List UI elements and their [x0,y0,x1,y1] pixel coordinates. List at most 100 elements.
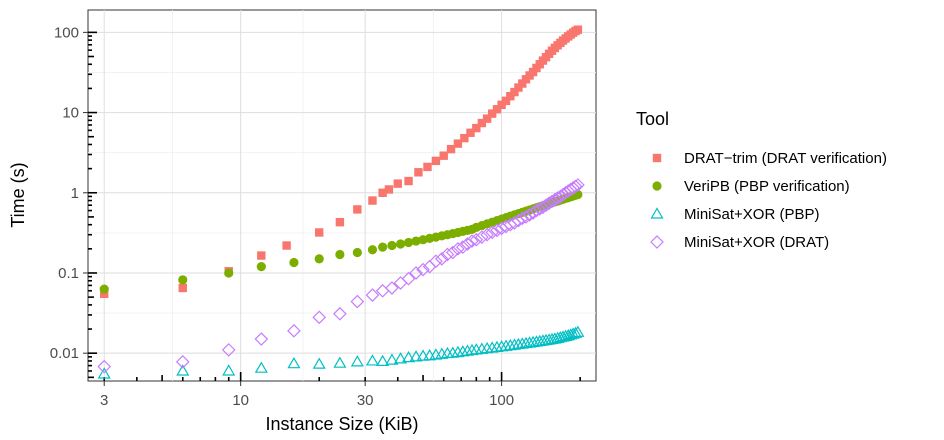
point-diamond [385,281,399,295]
point-square [404,176,413,186]
point-triangle [97,367,111,379]
point-triangle [402,350,416,363]
point-square [368,196,377,205]
point-triangle [312,357,326,369]
legend-key-diamond [650,235,664,249]
point-square [460,133,469,143]
point-circle [314,254,324,264]
legend-key-square [652,153,662,163]
point-triangle [465,343,479,356]
point-triangle [333,356,347,368]
point-diamond [451,241,465,256]
point-square [282,241,291,250]
point-diamond [429,254,443,269]
point-diamond [532,202,547,216]
point-triangle [460,344,475,356]
legend-label: MiniSat+XOR (DRAT) [684,234,829,251]
y-axis-title: Time (s) [8,162,28,227]
point-square [423,162,432,172]
point-diamond [445,245,460,260]
point-square [353,205,362,214]
x-tick-label: 100 [489,392,514,409]
point-square [257,251,266,260]
point-diamond [401,271,416,286]
point-diamond [365,288,380,302]
point-diamond [416,262,430,277]
point-diamond [465,234,479,248]
y-tick-label: 0.01 [50,345,79,362]
point-circle [411,236,421,246]
point-triangle [176,364,190,376]
point-square [335,217,345,227]
x-tick-label: 10 [232,392,249,409]
point-triangle [222,364,236,376]
point-circle [178,275,188,285]
point-square [453,139,463,148]
point-square [573,25,583,34]
point-square [501,96,511,106]
x-axis: 3 10 30 100 [100,372,581,409]
point-square [446,144,456,154]
point-triangle [394,352,408,364]
point-diamond [526,206,540,220]
grid [88,10,596,381]
point-circle [378,242,388,252]
point-triangle [568,326,583,338]
point-diamond [350,294,365,309]
point-square [414,168,423,177]
point-diamond [254,332,269,346]
y-tick-label: 100 [54,24,79,41]
x-tick-label: 30 [357,392,374,409]
point-diamond [485,225,500,240]
point-square [384,185,394,194]
point-square [315,228,324,237]
y-axis: 0.01 0.1 1 10 100 [50,24,97,379]
point-diamond [545,194,559,209]
legend-key-triangle [650,207,664,219]
point-diamond [455,240,470,254]
point-diamond [542,196,556,211]
point-triangle [456,345,470,357]
point-circle [352,247,362,258]
point-square [466,128,475,137]
point-square [472,123,481,133]
legend-key-circle [652,181,662,191]
point-diamond [571,178,585,192]
point-triangle [446,346,460,358]
point-diamond [175,354,190,369]
point-triangle [551,331,565,343]
point-triangle [571,325,585,337]
data-points [97,25,585,379]
point-triangle [566,327,580,339]
point-diamond [475,230,489,244]
point-triangle [365,354,380,366]
x-tick-label: 3 [100,392,108,409]
legend-label: MiniSat+XOR (PBP) [684,206,819,223]
point-diamond [460,237,475,251]
y-tick-label: 0.1 [58,265,79,282]
point-diamond [97,359,112,374]
point-diamond [440,247,455,262]
point-triangle [287,356,301,369]
legend-label: DRAT−trim (DRAT verification) [684,150,887,167]
point-circle [99,284,109,294]
point-diamond [490,223,504,238]
point-diamond [469,232,484,247]
point-diamond [529,203,544,218]
point-circle [224,268,234,278]
point-diamond [539,198,553,213]
point-triangle [350,355,364,367]
point-triangle [548,332,562,344]
point-triangle [385,353,399,365]
point-triangle [416,349,430,361]
point-triangle [553,330,567,343]
point-diamond [550,191,565,205]
point-square [497,100,506,109]
legend: DRAT−trim (DRAT verification) VeriPB (PBP… [650,150,887,251]
point-diamond [515,211,530,226]
point-diamond [536,200,550,215]
point-circle [256,262,266,272]
point-diamond [221,343,236,357]
point-square [477,118,487,128]
point-circle [367,245,378,255]
